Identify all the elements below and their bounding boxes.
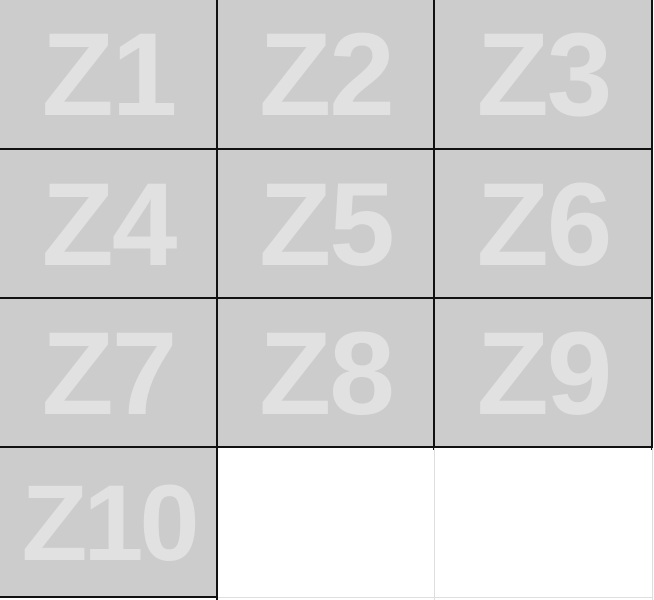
- zone-tile-z7[interactable]: Z7: [0, 299, 217, 448]
- empty-cell: [435, 448, 654, 600]
- zone-tile-z3[interactable]: Z3: [435, 0, 652, 150]
- zone-label: Z6: [476, 158, 613, 291]
- empty-cell-divider: [652, 448, 653, 600]
- zone-tile-z2[interactable]: Z2: [217, 0, 435, 150]
- empty-cell-divider: [218, 597, 653, 598]
- zone-tile-z1[interactable]: Z1: [0, 0, 217, 150]
- grid-divider: [0, 297, 653, 299]
- zone-tile-z4[interactable]: Z4: [0, 150, 217, 299]
- zone-label: Z10: [21, 462, 199, 583]
- zone-label: Z8: [259, 307, 395, 440]
- grid-divider: [0, 596, 218, 598]
- zone-label: Z4: [41, 158, 178, 291]
- zone-label: Z7: [41, 307, 178, 440]
- grid-divider: [0, 148, 653, 150]
- zone-label: Z1: [41, 9, 178, 141]
- zone-tile-z5[interactable]: Z5: [217, 150, 435, 299]
- zone-label: Z2: [259, 9, 395, 141]
- zone-tile-z6[interactable]: Z6: [435, 150, 652, 299]
- zone-tile-z10[interactable]: Z10: [0, 448, 217, 598]
- zone-label: Z5: [259, 158, 395, 291]
- grid-divider: [0, 446, 653, 448]
- zone-tile-z9[interactable]: Z9: [435, 299, 652, 448]
- zone-label: Z3: [476, 9, 613, 141]
- grid-divider: [433, 0, 435, 450]
- empty-cell: [217, 448, 435, 600]
- grid-divider: [651, 0, 653, 450]
- empty-cell-divider: [434, 448, 435, 600]
- zone-label: Z9: [476, 307, 613, 440]
- zone-tile-z8[interactable]: Z8: [217, 299, 435, 448]
- grid-divider: [216, 0, 218, 600]
